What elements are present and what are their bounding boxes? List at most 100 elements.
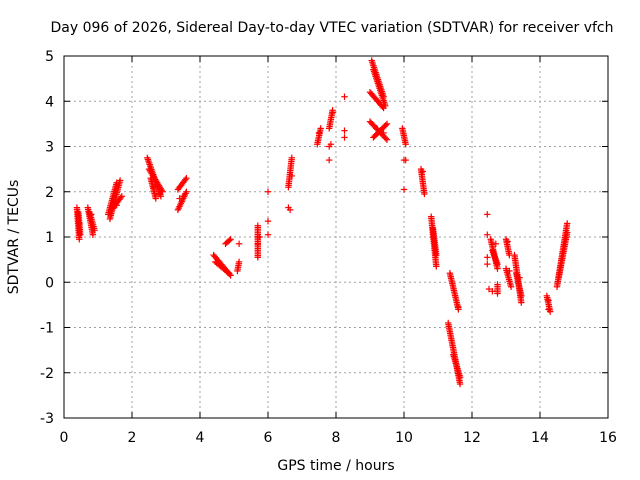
data-point xyxy=(118,193,125,200)
data-point xyxy=(518,299,525,306)
data-point xyxy=(421,190,428,198)
data-point xyxy=(254,240,261,247)
data-point xyxy=(329,109,336,116)
data-point xyxy=(264,231,272,238)
y-tick-label: 2 xyxy=(45,185,54,201)
data-points xyxy=(73,57,571,388)
data-point xyxy=(89,231,97,238)
data-point xyxy=(402,156,409,164)
data-point xyxy=(380,104,387,112)
data-point xyxy=(183,188,190,195)
x-tick-label: 0 xyxy=(60,430,69,446)
data-point xyxy=(383,136,391,143)
data-point xyxy=(327,141,335,148)
data-point xyxy=(489,288,496,295)
y-axis-label: SDTVAR / TECUs xyxy=(6,180,22,295)
data-point xyxy=(150,184,158,191)
data-point xyxy=(564,229,571,236)
x-tick-label: 8 xyxy=(332,430,341,446)
data-point xyxy=(433,263,440,270)
data-point xyxy=(485,285,493,293)
data-point xyxy=(76,236,83,243)
x-axis-label: GPS time / hours xyxy=(277,458,394,474)
data-point xyxy=(518,292,525,300)
data-point xyxy=(256,233,263,241)
data-point xyxy=(226,237,233,244)
data-point xyxy=(545,306,552,313)
data-point xyxy=(455,303,462,311)
data-point xyxy=(288,172,295,180)
y-tick-label: 0 xyxy=(45,275,54,291)
y-tick-labels: -3 -2 -1 0 1 2 3 4 5 xyxy=(40,49,54,427)
data-point xyxy=(183,174,190,182)
data-point xyxy=(484,211,491,218)
y-tick-label: 1 xyxy=(45,230,54,246)
y-tick-label: 4 xyxy=(45,94,54,110)
x-tick-labels: 0 2 4 6 8 10 12 14 16 xyxy=(60,430,617,446)
data-point xyxy=(286,206,294,214)
data-point xyxy=(235,240,243,247)
grid-lines xyxy=(64,56,608,418)
data-point xyxy=(156,190,163,198)
x-tick-label: 6 xyxy=(264,430,273,446)
data-point xyxy=(159,188,166,195)
data-point xyxy=(564,220,571,227)
data-point xyxy=(379,103,386,110)
data-point xyxy=(264,217,272,225)
x-tick-label: 16 xyxy=(599,430,617,446)
data-point xyxy=(383,120,391,128)
data-point xyxy=(516,274,523,281)
data-point xyxy=(484,260,491,268)
data-point xyxy=(494,260,501,268)
data-point xyxy=(227,236,234,243)
data-point xyxy=(113,202,120,209)
data-point xyxy=(88,211,95,218)
data-point xyxy=(484,231,491,238)
data-point xyxy=(484,254,491,261)
data-point xyxy=(152,195,159,202)
data-point xyxy=(402,141,409,148)
data-point xyxy=(492,240,499,247)
axis-ticks xyxy=(63,55,609,419)
data-point xyxy=(456,380,464,388)
data-point xyxy=(456,374,464,381)
x-tick-label: 2 xyxy=(128,430,137,446)
data-point xyxy=(91,227,98,234)
y-tick-label: -1 xyxy=(40,321,54,337)
data-point xyxy=(176,195,183,202)
data-point xyxy=(116,177,124,184)
data-point xyxy=(224,268,231,276)
data-point xyxy=(341,134,348,141)
data-point xyxy=(326,156,333,164)
data-point xyxy=(264,188,272,195)
data-point xyxy=(504,238,511,245)
chart-title: Day 096 of 2026, Sidereal Day-to-day VTE… xyxy=(50,20,613,36)
data-point xyxy=(317,125,324,132)
data-point xyxy=(117,194,124,201)
data-point xyxy=(341,93,348,100)
data-point xyxy=(341,127,348,134)
data-point xyxy=(373,125,380,132)
data-point xyxy=(182,176,189,183)
data-point xyxy=(382,121,389,129)
data-point xyxy=(382,135,389,142)
data-point xyxy=(77,231,84,238)
x-tick-label: 4 xyxy=(196,430,205,446)
y-tick-label: 5 xyxy=(45,49,54,65)
x-tick-label: 12 xyxy=(463,430,481,446)
data-point xyxy=(380,129,387,137)
data-point xyxy=(433,251,440,259)
data-point xyxy=(158,187,165,194)
data-point xyxy=(400,186,408,193)
data-point xyxy=(419,168,426,175)
y-tick-label: -3 xyxy=(40,411,54,427)
y-tick-label: -2 xyxy=(40,366,54,382)
data-point xyxy=(235,258,243,266)
data-point xyxy=(506,267,513,275)
x-tick-label: 14 xyxy=(531,430,549,446)
y-tick-label: 3 xyxy=(45,140,54,156)
data-point xyxy=(179,193,187,200)
x-tick-label: 10 xyxy=(395,430,413,446)
data-point xyxy=(76,220,83,227)
